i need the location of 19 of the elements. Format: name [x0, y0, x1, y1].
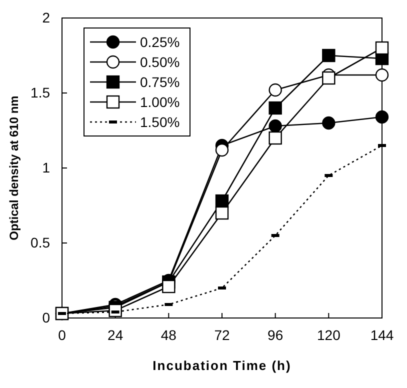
legend-label: 0.75%: [140, 74, 180, 90]
legend-label: 1.00%: [140, 94, 180, 110]
legend-label: 1.50%: [140, 114, 180, 130]
x-tick-label: 144: [370, 326, 394, 343]
x-tick-label: 120: [316, 326, 341, 343]
legend-label: 0.25%: [140, 34, 180, 50]
y-axis-title: Optical density at 610 nm: [7, 96, 21, 240]
x-tick-label: 96: [268, 326, 284, 343]
x-tick-label: 72: [214, 326, 230, 343]
y-tick-label: 0: [42, 309, 50, 326]
y-tick-label: 1: [42, 159, 50, 176]
y-tick-label: 2: [42, 9, 50, 26]
y-tick-label: 1.5: [30, 84, 50, 100]
x-axis-title: Incubation Time (h): [152, 358, 292, 373]
legend-label: 0.50%: [140, 54, 180, 70]
x-tick-label: 24: [108, 326, 124, 343]
y-tick-label: 0.5: [30, 234, 50, 250]
x-tick-label: 48: [160, 326, 177, 343]
x-tick-label: 0: [58, 326, 66, 343]
